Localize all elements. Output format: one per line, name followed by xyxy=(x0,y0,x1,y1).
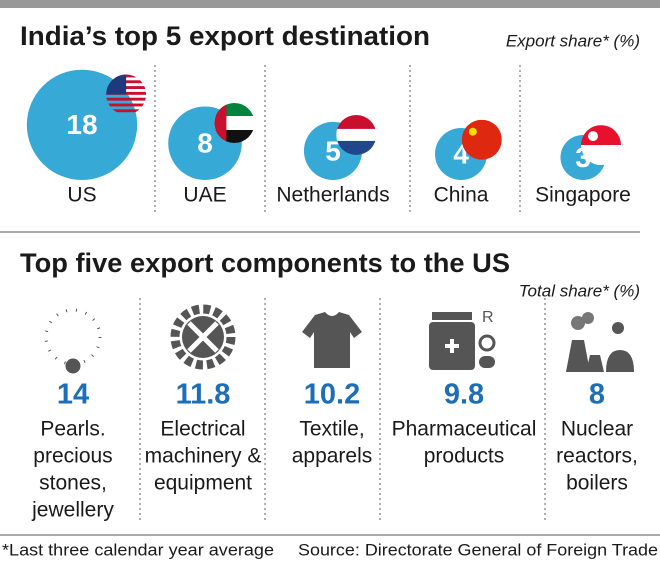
footnote: *Last three calendar year average xyxy=(2,541,274,559)
category-label: stones, xyxy=(39,472,107,495)
chart-subtitle: Total share* (%) xyxy=(519,281,640,300)
flag xyxy=(461,119,502,160)
value-label: 8 xyxy=(197,128,213,159)
chart-subtitle: Export share* (%) xyxy=(506,31,640,50)
value-label: 9.8 xyxy=(444,379,484,411)
flag-part xyxy=(336,128,377,141)
icon-pharma: R xyxy=(429,309,496,370)
top-bar xyxy=(0,0,660,8)
flag-part xyxy=(214,103,227,144)
category-label: reactors, xyxy=(556,445,638,468)
source: Source: Directorate General of Foreign T… xyxy=(298,541,658,559)
category-label: machinery & xyxy=(145,445,262,468)
category-label: UAE xyxy=(183,184,226,207)
icon-reactor xyxy=(566,312,634,372)
category-label: precious xyxy=(33,445,112,468)
chart-title: Top five export components to the US xyxy=(20,248,510,278)
flag-part xyxy=(461,119,502,160)
value-label: 14 xyxy=(57,379,89,411)
value-label: 18 xyxy=(66,109,97,140)
category-label: Textile, xyxy=(299,418,364,441)
icon-shirt xyxy=(302,312,362,368)
category-label: Singapore xyxy=(535,184,631,207)
category-label: jewellery xyxy=(31,499,114,522)
category-label: apparels xyxy=(292,445,373,468)
value-label: 8 xyxy=(589,379,605,411)
flag-part xyxy=(106,103,147,107)
value-label: 10.2 xyxy=(304,379,360,411)
flag-part xyxy=(106,109,147,113)
flag-part xyxy=(106,97,147,101)
icon-necklace xyxy=(44,308,102,374)
bubble xyxy=(26,69,138,180)
flag-part xyxy=(106,74,147,78)
category-label: products xyxy=(424,445,505,468)
flag-part xyxy=(581,125,622,146)
category-label: boilers xyxy=(566,472,628,495)
flag xyxy=(581,125,622,166)
flag-part xyxy=(468,127,477,136)
category-label: China xyxy=(434,184,489,207)
category-label: equipment xyxy=(154,472,252,495)
category-label: Pearls. xyxy=(40,418,105,441)
value-label: 11.8 xyxy=(176,379,231,411)
category-label: US xyxy=(67,184,96,207)
flag xyxy=(214,103,255,144)
svg-text:R: R xyxy=(482,309,494,326)
flag-part xyxy=(336,114,377,129)
flag-part xyxy=(588,131,599,142)
flag xyxy=(336,114,377,155)
flag-part xyxy=(581,145,622,166)
category-label: Electrical xyxy=(160,418,245,441)
category-label: Pharmaceutical xyxy=(392,418,537,441)
flag-part xyxy=(336,140,377,155)
chart-title: India’s top 5 export destination xyxy=(20,21,430,51)
value-label: 5 xyxy=(325,135,341,166)
category-label: Nuclear xyxy=(561,418,633,441)
category-label: Netherlands xyxy=(276,184,389,207)
icon-gear xyxy=(170,304,236,370)
